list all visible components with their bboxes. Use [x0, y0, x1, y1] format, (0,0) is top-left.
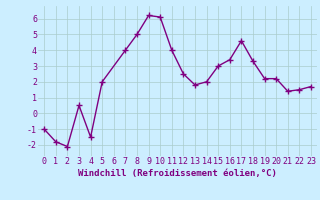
X-axis label: Windchill (Refroidissement éolien,°C): Windchill (Refroidissement éolien,°C): [78, 169, 277, 178]
